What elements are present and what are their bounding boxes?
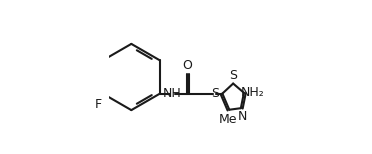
Text: F: F [95, 98, 102, 111]
Text: S: S [229, 69, 237, 82]
Text: S: S [211, 87, 219, 100]
Text: N: N [238, 110, 247, 123]
Text: Me: Me [218, 113, 237, 126]
Text: O: O [182, 59, 192, 72]
Text: NH₂: NH₂ [241, 86, 264, 99]
Text: NH: NH [163, 87, 182, 100]
